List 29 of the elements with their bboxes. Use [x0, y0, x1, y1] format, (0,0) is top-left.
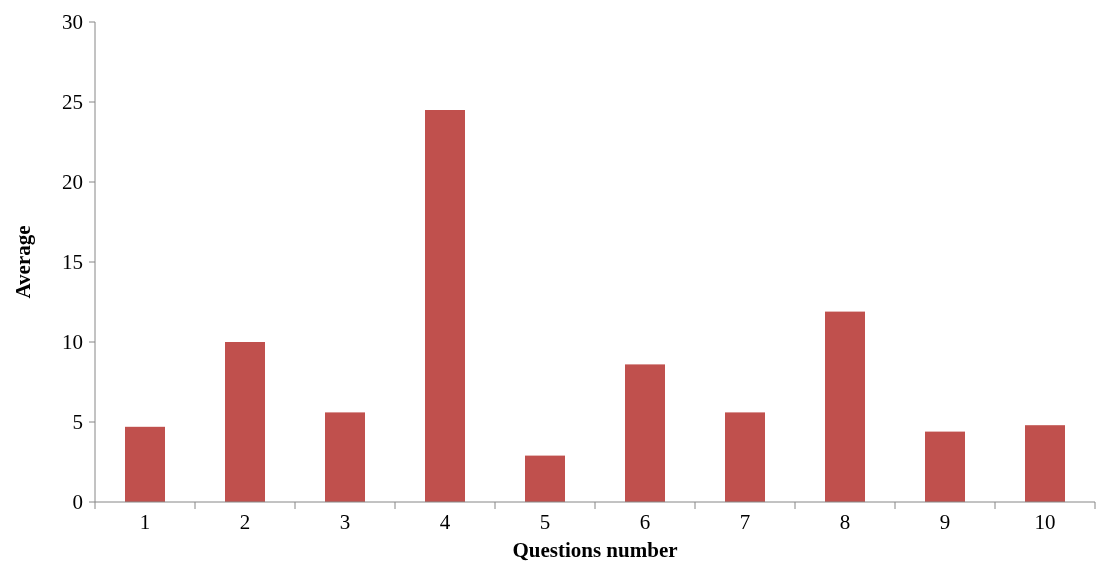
y-tick-label: 20	[62, 170, 83, 195]
bar	[925, 431, 965, 502]
bar	[225, 342, 265, 502]
bar	[1025, 425, 1065, 502]
x-tick-label: 10	[1034, 510, 1056, 534]
bar	[425, 110, 465, 502]
x-tick-label: 1	[139, 510, 151, 534]
y-axis-title: Average	[11, 225, 35, 299]
bar	[325, 412, 365, 502]
bar	[625, 364, 665, 502]
bar	[125, 426, 165, 502]
y-tick-label: 5	[72, 410, 83, 435]
y-tick-label: 15	[62, 250, 83, 275]
x-tick-label: 4	[439, 510, 451, 534]
y-tick-label: 0	[72, 490, 83, 515]
x-axis-title: Questions number	[512, 538, 678, 562]
bar	[525, 455, 565, 502]
bar	[725, 412, 765, 502]
x-tick-label: 3	[339, 510, 351, 534]
bar	[825, 311, 865, 502]
y-tick-label: 10	[62, 330, 83, 355]
x-tick-label: 9	[939, 510, 951, 534]
y-tick-label: 25	[62, 90, 83, 115]
y-tick-label: 30	[62, 10, 83, 35]
x-tick-label: 6	[639, 510, 651, 534]
x-tick-label: 2	[239, 510, 251, 534]
x-tick-label: 5	[539, 510, 551, 534]
x-tick-label: 7	[739, 510, 751, 534]
x-tick-label: 8	[839, 510, 851, 534]
